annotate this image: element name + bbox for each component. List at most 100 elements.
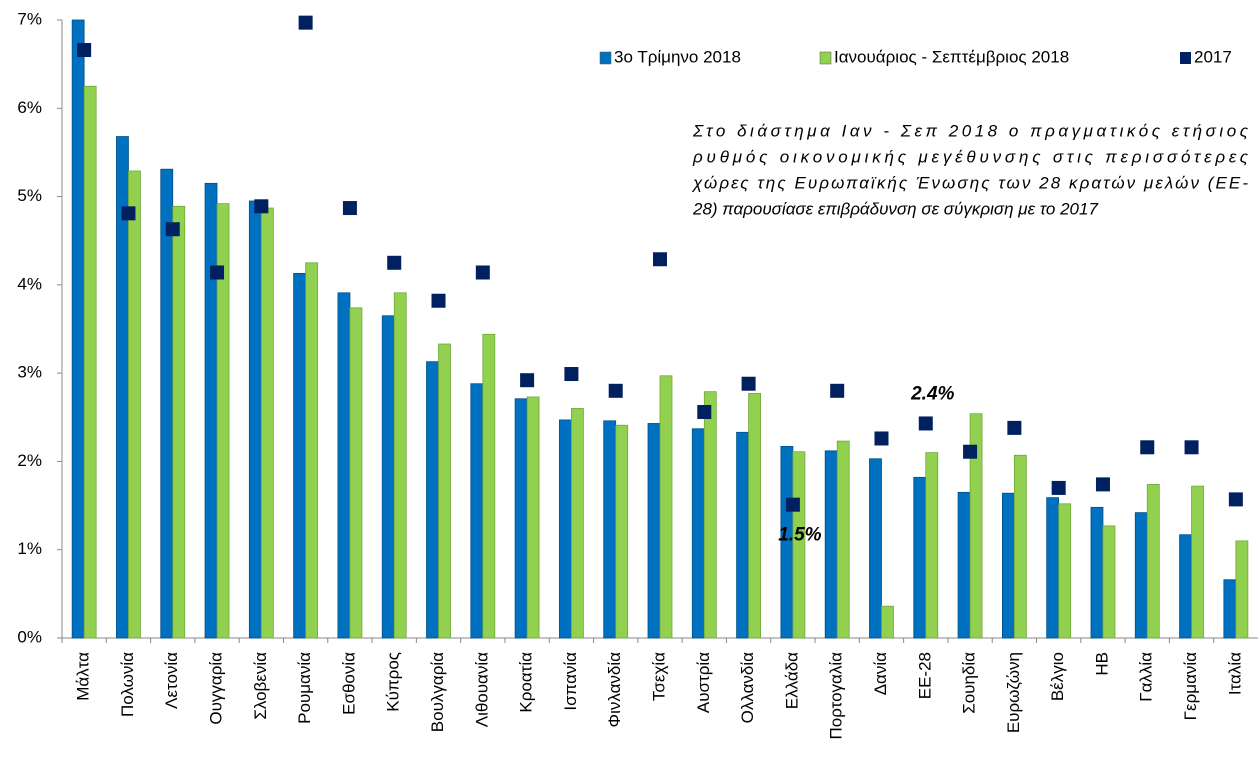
- bar: [913, 476, 927, 639]
- x-tick-label: Αυστρία: [694, 652, 713, 713]
- marker: [741, 376, 756, 391]
- x-tick-label: Σλοβενία: [251, 652, 270, 720]
- marker: [165, 222, 180, 237]
- bar: [470, 383, 484, 639]
- bar: [260, 207, 274, 639]
- bar: [160, 168, 174, 639]
- bar: [216, 203, 230, 639]
- x-tick-label: Κροατία: [517, 652, 536, 713]
- bar: [393, 292, 407, 639]
- y-tick-label: 5%: [17, 186, 42, 205]
- bar: [925, 452, 939, 639]
- marker: [121, 206, 136, 221]
- marker: [1228, 492, 1243, 507]
- bar: [1191, 485, 1204, 639]
- marker: [963, 444, 978, 459]
- x-tick-label: Ρουμανία: [295, 652, 314, 724]
- legend-label: Ιανουάριος - Σεπτέμβριος 2018: [834, 47, 1069, 66]
- marker: [342, 201, 357, 216]
- marker: [77, 43, 92, 58]
- value-label: 2.4%: [910, 383, 954, 404]
- legend-swatch: [599, 51, 612, 65]
- marker: [210, 265, 225, 280]
- bar: [172, 205, 186, 639]
- bar: [1235, 540, 1249, 639]
- legend-swatch: [819, 51, 832, 65]
- marker: [653, 252, 667, 267]
- bar: [748, 393, 761, 639]
- marker: [1184, 440, 1199, 455]
- x-tick-label: Ελλάδα: [782, 652, 801, 709]
- bar: [1046, 497, 1060, 639]
- bar: [526, 396, 540, 639]
- x-tick-label: Πορτογαλία: [827, 652, 846, 740]
- marker: [1140, 440, 1155, 455]
- marker: [520, 373, 535, 388]
- y-tick-label: 2%: [17, 451, 42, 470]
- bar: [957, 491, 971, 639]
- marker: [874, 431, 889, 446]
- bar: [248, 200, 262, 639]
- x-tick-label: Σουηδία: [960, 652, 979, 714]
- legend-swatch: [1180, 52, 1191, 64]
- bar: [83, 85, 97, 639]
- bar: [1001, 492, 1015, 639]
- x-tick-label: Γερμανία: [1181, 652, 1200, 721]
- bar: [691, 428, 705, 639]
- y-tick-label: 4%: [17, 274, 42, 293]
- marker: [298, 15, 313, 30]
- x-tick-label: Πολωνία: [118, 652, 137, 717]
- bar: [1179, 534, 1192, 639]
- bar: [128, 170, 141, 639]
- bar: [1146, 483, 1160, 639]
- x-tick-label: Ιταλία: [1225, 652, 1244, 695]
- bar: [659, 375, 673, 639]
- bar: [736, 431, 749, 639]
- x-tick-label: Τσεχία: [649, 652, 668, 701]
- x-tick-label: ΕΕ-28: [915, 652, 934, 699]
- x-tick-label: Ουγγαρία: [207, 652, 226, 725]
- x-tick-label: Γαλλία: [1137, 652, 1156, 702]
- bar: [703, 391, 717, 639]
- y-tick-label: 6%: [17, 98, 42, 117]
- bar: [514, 398, 528, 639]
- marker: [1007, 420, 1022, 435]
- bar: [337, 292, 351, 639]
- bar: [603, 420, 617, 639]
- bar: [969, 413, 983, 639]
- x-tick-label: Φινλανδία: [605, 652, 624, 728]
- note-line: ρυθμός οικονομικής μεγέθυνσης στις περισ…: [692, 147, 1249, 166]
- y-tick-label: 7%: [17, 9, 42, 28]
- y-tick-label: 3%: [17, 363, 42, 382]
- bar: [1013, 454, 1027, 639]
- marker: [254, 199, 269, 214]
- x-tick-label: Εσθονία: [339, 652, 358, 715]
- x-tick-label: Λιθουανία: [472, 652, 491, 727]
- marker: [1051, 480, 1066, 495]
- x-tick-label: Βουλγαρία: [428, 652, 447, 732]
- marker: [830, 383, 845, 398]
- x-tick-label: ΗΒ: [1092, 652, 1111, 676]
- marker: [608, 383, 623, 398]
- bar: [559, 419, 572, 639]
- marker: [431, 293, 446, 308]
- bar: [615, 424, 629, 639]
- bar: [1223, 579, 1237, 639]
- bar: [824, 450, 838, 639]
- bar: [1102, 525, 1116, 639]
- bar: [482, 333, 496, 639]
- bar: [349, 307, 363, 639]
- x-tick-label: Μάλτα: [74, 652, 93, 701]
- bar: [293, 272, 307, 639]
- x-tick-label: Δανία: [871, 652, 890, 695]
- marker: [918, 416, 933, 431]
- note-line: χώρες της Ευρωπαϊκής Ένωσης των 28 κρατώ…: [691, 173, 1248, 192]
- bar: [438, 343, 451, 639]
- y-tick-label: 0%: [17, 627, 42, 646]
- x-tick-label: Ευρωζώνη: [1004, 652, 1023, 733]
- x-tick-label: Κύπρος: [384, 652, 403, 712]
- marker: [387, 255, 402, 270]
- x-tick-label: Ισπανία: [561, 652, 580, 711]
- bar: [869, 458, 882, 639]
